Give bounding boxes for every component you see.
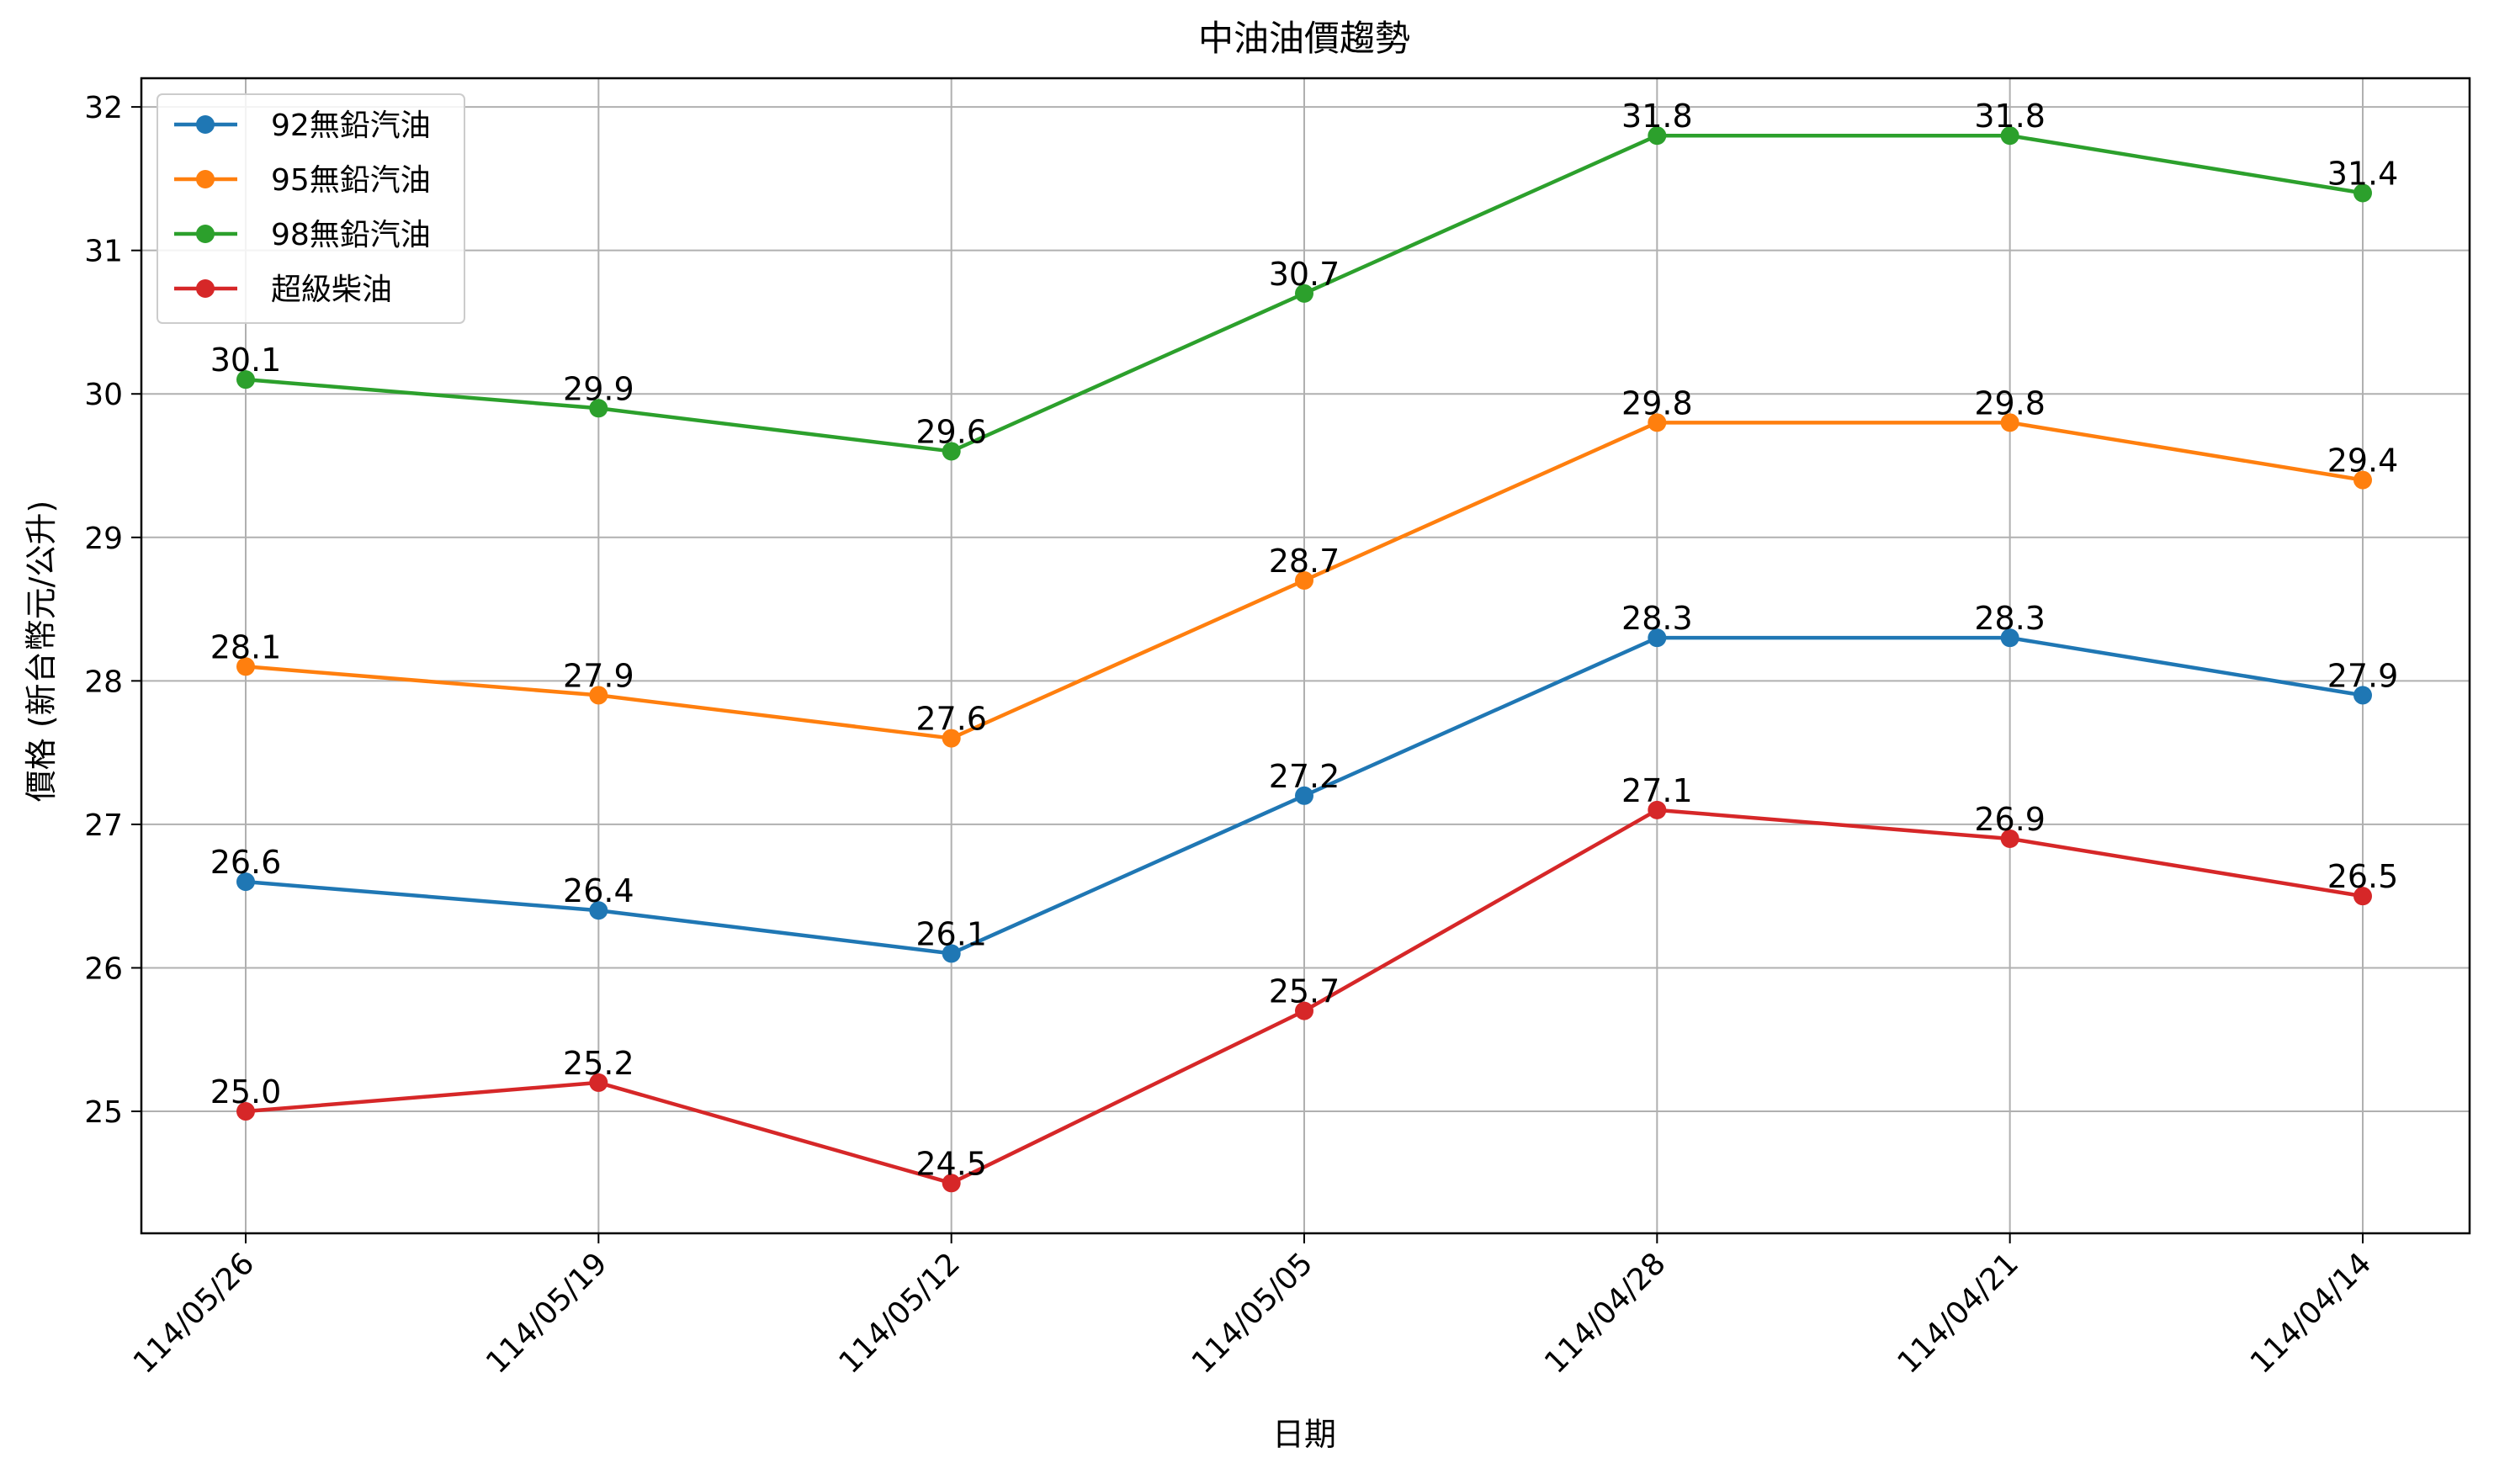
data-label: 28.7 — [1269, 543, 1340, 580]
data-point — [942, 944, 961, 963]
data-point — [1295, 570, 1313, 590]
data-label: 29.4 — [2327, 443, 2399, 480]
y-axis-label: 價格 (新台幣元/公升) — [23, 501, 60, 803]
data-point — [589, 686, 608, 705]
data-label: 31.8 — [1621, 98, 1693, 135]
data-point — [2353, 183, 2372, 203]
data-label: 30.7 — [1269, 256, 1340, 293]
data-label: 27.9 — [563, 657, 634, 694]
data-label: 29.9 — [563, 370, 634, 407]
data-point — [2000, 413, 2019, 432]
data-point — [1648, 800, 1667, 819]
data-point — [589, 1073, 608, 1092]
data-point — [2353, 686, 2372, 705]
legend-label: 98無鉛汽油 — [271, 218, 431, 252]
data-label: 25.7 — [1269, 973, 1340, 1010]
legend-label: 超級柴油 — [271, 273, 392, 307]
data-label: 31.4 — [2327, 155, 2399, 192]
legend-box — [157, 93, 465, 324]
data-point — [2000, 126, 2019, 146]
data-label: 26.5 — [2327, 858, 2399, 895]
data-label: 29.6 — [915, 413, 987, 450]
data-point — [589, 901, 608, 920]
data-point — [942, 442, 961, 461]
data-label: 31.8 — [1974, 98, 2046, 135]
series-lines — [236, 126, 2372, 1193]
y-tick-label: 26 — [84, 951, 123, 986]
data-label: 28.1 — [210, 628, 282, 665]
data-point — [2353, 887, 2372, 906]
y-tick-label: 31 — [84, 235, 123, 269]
data-label: 27.9 — [2327, 657, 2399, 694]
data-point — [236, 872, 255, 892]
y-tick-label: 25 — [84, 1095, 123, 1130]
data-point — [1648, 628, 1667, 648]
data-point — [236, 657, 255, 676]
data-label: 28.3 — [1621, 600, 1693, 637]
y-tick-label: 28 — [84, 665, 123, 699]
x-axis-label: 日期 — [1272, 1416, 1336, 1453]
data-point — [236, 1102, 255, 1121]
data-label: 26.1 — [915, 915, 987, 952]
legend-label: 92無鉛汽油 — [271, 109, 431, 143]
data-point — [942, 1174, 961, 1193]
legend-marker — [196, 115, 215, 134]
chart-title: 中油油價趨勢 — [1198, 18, 1410, 59]
grid — [141, 78, 2470, 1233]
data-label: 27.1 — [1621, 772, 1693, 809]
data-label: 27.2 — [1269, 758, 1340, 795]
legend-label: 95無鉛汽油 — [271, 163, 431, 198]
data-point — [1295, 1001, 1313, 1020]
data-point — [589, 399, 608, 418]
legend-marker — [196, 225, 215, 243]
data-point — [2353, 470, 2372, 490]
data-point — [236, 370, 255, 390]
data-label: 29.8 — [1621, 384, 1693, 421]
data-label: 26.6 — [210, 844, 282, 881]
data-label: 26.9 — [1974, 801, 2046, 838]
data-label: 25.2 — [563, 1045, 634, 1082]
y-tick-label: 30 — [84, 378, 123, 412]
data-label: 29.8 — [1974, 384, 2046, 421]
data-label: 28.3 — [1974, 600, 2046, 637]
data-label: 25.0 — [210, 1073, 282, 1110]
data-label: 30.1 — [210, 342, 282, 379]
plot-frame — [140, 77, 2471, 1235]
data-point — [2000, 628, 2019, 648]
data-point — [2000, 829, 2019, 848]
y-tick-label: 27 — [84, 808, 123, 843]
data-label: 24.5 — [915, 1145, 987, 1182]
data-label: 27.6 — [915, 701, 987, 738]
data-point — [1648, 413, 1667, 432]
data-label: 26.4 — [563, 872, 634, 909]
data-labels: 26.6 26.4 26.1 27.2 28.3 28.3 27.9 28.1 27.9 27.6… — [210, 98, 2399, 1182]
legend-marker — [196, 170, 215, 188]
y-tick-label: 29 — [84, 522, 123, 556]
legend-marker — [196, 279, 215, 298]
data-point — [1295, 284, 1313, 303]
y-tick-label: 32 — [84, 91, 123, 125]
data-point — [942, 729, 961, 748]
data-point — [1295, 786, 1313, 805]
data-point — [1648, 126, 1667, 146]
